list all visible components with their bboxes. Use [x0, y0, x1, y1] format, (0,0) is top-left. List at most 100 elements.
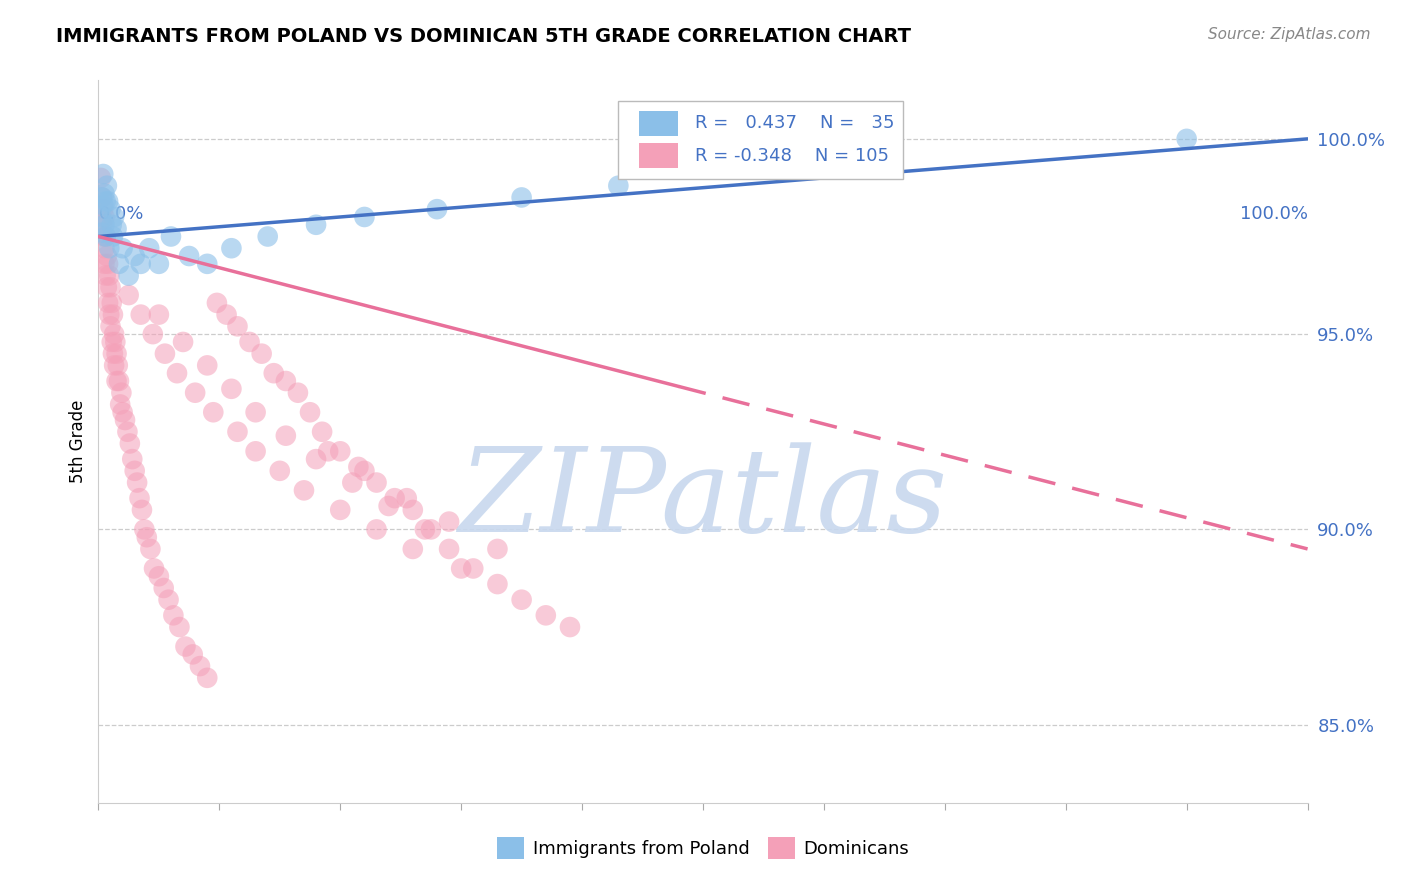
Point — [97, 257, 120, 271]
Point — [366, 523, 388, 537]
Point — [160, 229, 183, 244]
Point — [100, 334, 122, 349]
Point — [108, 374, 131, 388]
Point — [311, 425, 333, 439]
Point — [377, 499, 399, 513]
Point — [402, 541, 425, 556]
Point — [101, 229, 124, 244]
Point — [510, 592, 533, 607]
Point — [188, 659, 211, 673]
Point — [124, 464, 146, 478]
Text: 0.0%: 0.0% — [98, 205, 143, 223]
Point — [269, 464, 291, 478]
Text: R = -0.348    N = 105: R = -0.348 N = 105 — [695, 147, 889, 165]
Point — [97, 194, 120, 209]
Point — [195, 671, 218, 685]
Point — [110, 385, 132, 400]
Point — [157, 592, 180, 607]
Point — [152, 581, 174, 595]
Point — [510, 190, 533, 204]
Point — [96, 249, 118, 263]
Point — [98, 268, 121, 283]
Point — [97, 296, 120, 310]
Point — [93, 241, 115, 255]
Point — [103, 359, 125, 373]
Point — [437, 541, 460, 556]
Point — [96, 280, 118, 294]
Point — [104, 334, 127, 349]
Point — [329, 444, 352, 458]
Point — [274, 374, 297, 388]
Point — [91, 190, 114, 204]
Point — [413, 523, 436, 537]
Point — [103, 210, 125, 224]
Point — [118, 268, 141, 283]
Point — [305, 218, 328, 232]
Point — [353, 210, 375, 224]
Point — [96, 178, 118, 193]
Point — [91, 229, 114, 244]
Point — [91, 167, 114, 181]
Point — [366, 475, 388, 490]
Point — [94, 268, 117, 283]
Point — [143, 561, 166, 575]
Point — [139, 541, 162, 556]
Point — [245, 405, 267, 419]
Point — [114, 413, 136, 427]
Legend: Immigrants from Poland, Dominicans: Immigrants from Poland, Dominicans — [489, 830, 917, 866]
Point — [263, 366, 285, 380]
Point — [245, 444, 267, 458]
Point — [129, 257, 152, 271]
Point — [128, 491, 150, 505]
Point — [1175, 132, 1198, 146]
Point — [100, 202, 122, 216]
Point — [305, 452, 328, 467]
Point — [111, 241, 134, 255]
Point — [100, 280, 122, 294]
Point — [239, 334, 262, 349]
Point — [287, 385, 309, 400]
Point — [292, 483, 315, 498]
Point — [172, 334, 194, 349]
Point — [100, 218, 122, 232]
Point — [93, 218, 115, 232]
Point — [215, 308, 238, 322]
Point — [91, 218, 114, 232]
Point — [93, 210, 115, 224]
Point — [91, 198, 114, 212]
Point — [221, 241, 243, 255]
Point — [402, 503, 425, 517]
Point — [94, 229, 117, 244]
Point — [93, 186, 115, 201]
Point — [127, 475, 149, 490]
Point — [226, 319, 249, 334]
Point — [486, 577, 509, 591]
Point — [202, 405, 225, 419]
FancyBboxPatch shape — [638, 111, 678, 136]
Point — [108, 257, 131, 271]
Point — [135, 530, 157, 544]
Point — [221, 382, 243, 396]
Point — [101, 308, 124, 322]
Point — [195, 257, 218, 271]
Point — [100, 296, 122, 310]
Point — [101, 346, 124, 360]
Point — [124, 249, 146, 263]
Point — [450, 561, 472, 575]
Point — [342, 475, 364, 490]
Point — [138, 241, 160, 255]
Point — [108, 397, 131, 411]
Point — [111, 405, 134, 419]
Point — [131, 503, 153, 517]
Point — [205, 296, 228, 310]
Point — [534, 608, 557, 623]
Point — [437, 515, 460, 529]
Point — [426, 202, 449, 216]
Point — [142, 327, 165, 342]
Point — [250, 346, 273, 360]
Point — [256, 229, 278, 244]
Point — [329, 503, 352, 517]
Text: ZIPatlas: ZIPatlas — [458, 442, 948, 557]
Point — [420, 523, 443, 537]
Point — [98, 308, 121, 322]
